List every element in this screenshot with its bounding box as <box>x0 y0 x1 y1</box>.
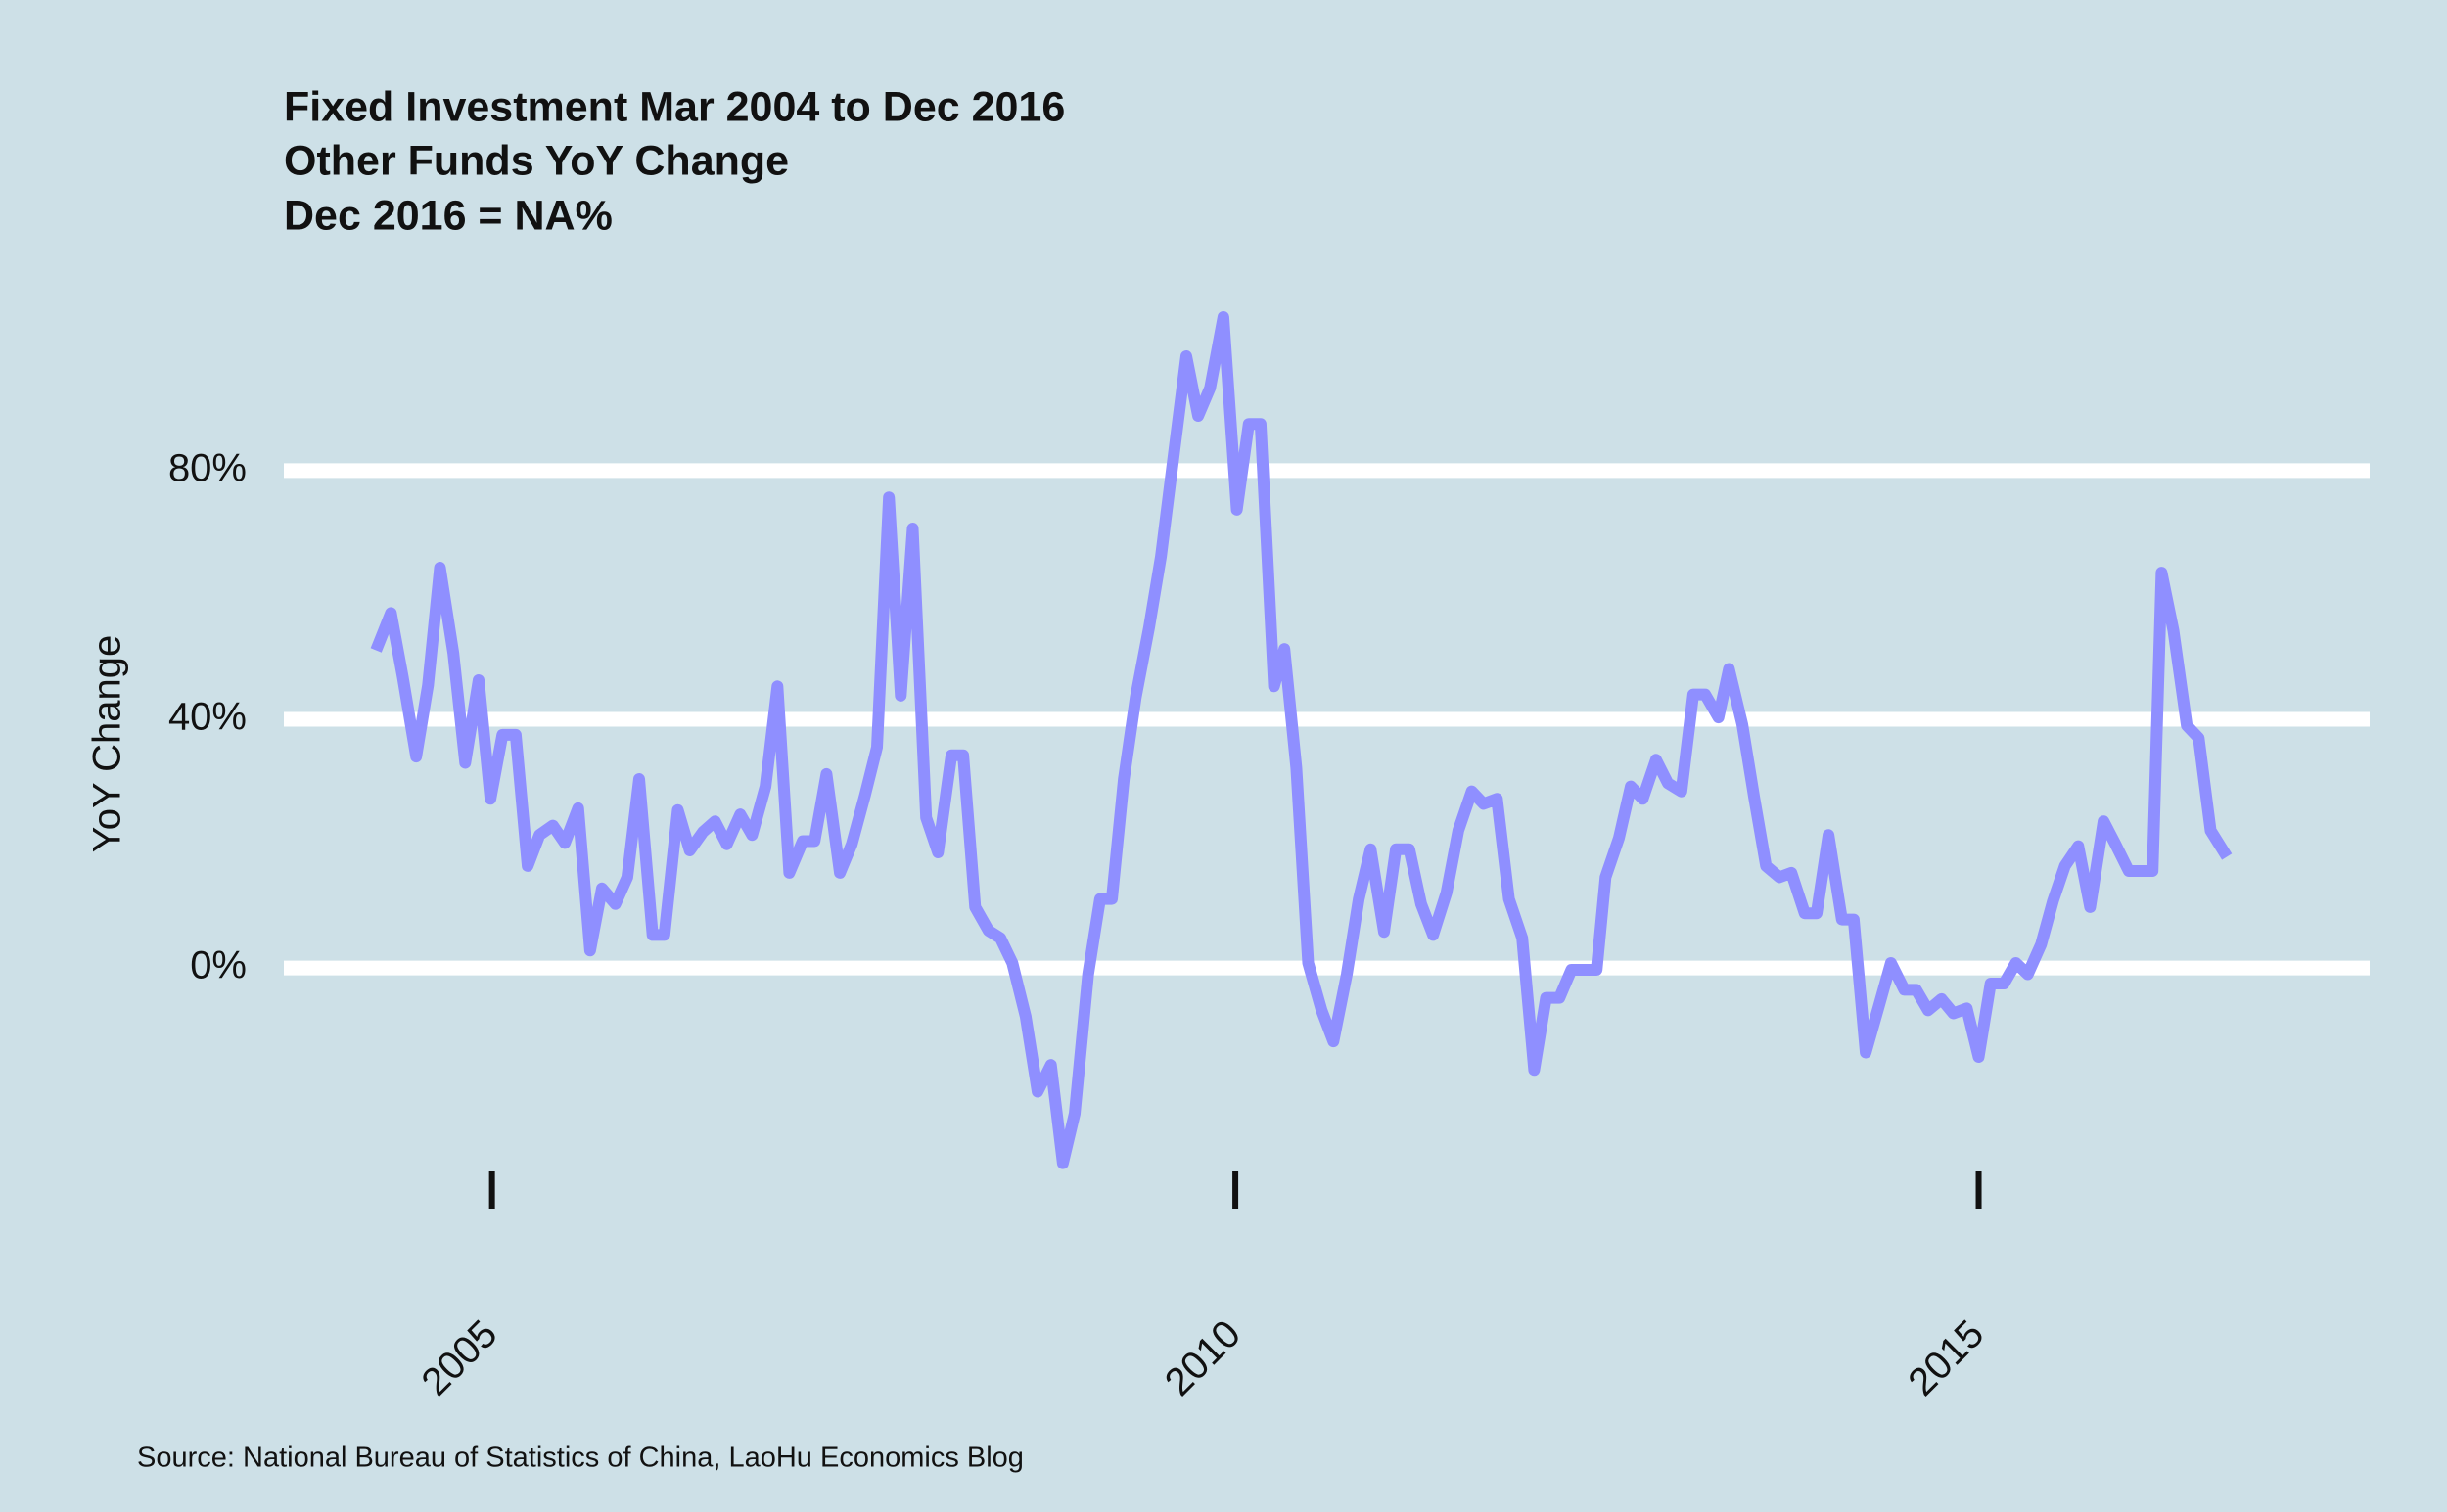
chart-subtitle: Other Funds YoY Change <box>284 137 789 184</box>
source-note: Source: National Bureau of Statistics of… <box>137 1443 1024 1474</box>
chart-title: Fixed Investment Mar 2004 to Dec 2016 <box>284 83 1065 130</box>
data-line <box>370 311 2233 1169</box>
chart-subtitle: Dec 2016 = NA% <box>284 192 613 239</box>
y-tick-label: 80% <box>168 446 247 489</box>
y-tick-label: 0% <box>190 944 247 987</box>
y-tick-label: 40% <box>168 696 247 739</box>
x-tick-label: 2015 <box>1900 1312 1992 1404</box>
x-tick-label: 2005 <box>413 1312 505 1404</box>
x-tick-label: 2010 <box>1157 1312 1249 1404</box>
y-axis-label: YoY Change <box>86 635 129 852</box>
